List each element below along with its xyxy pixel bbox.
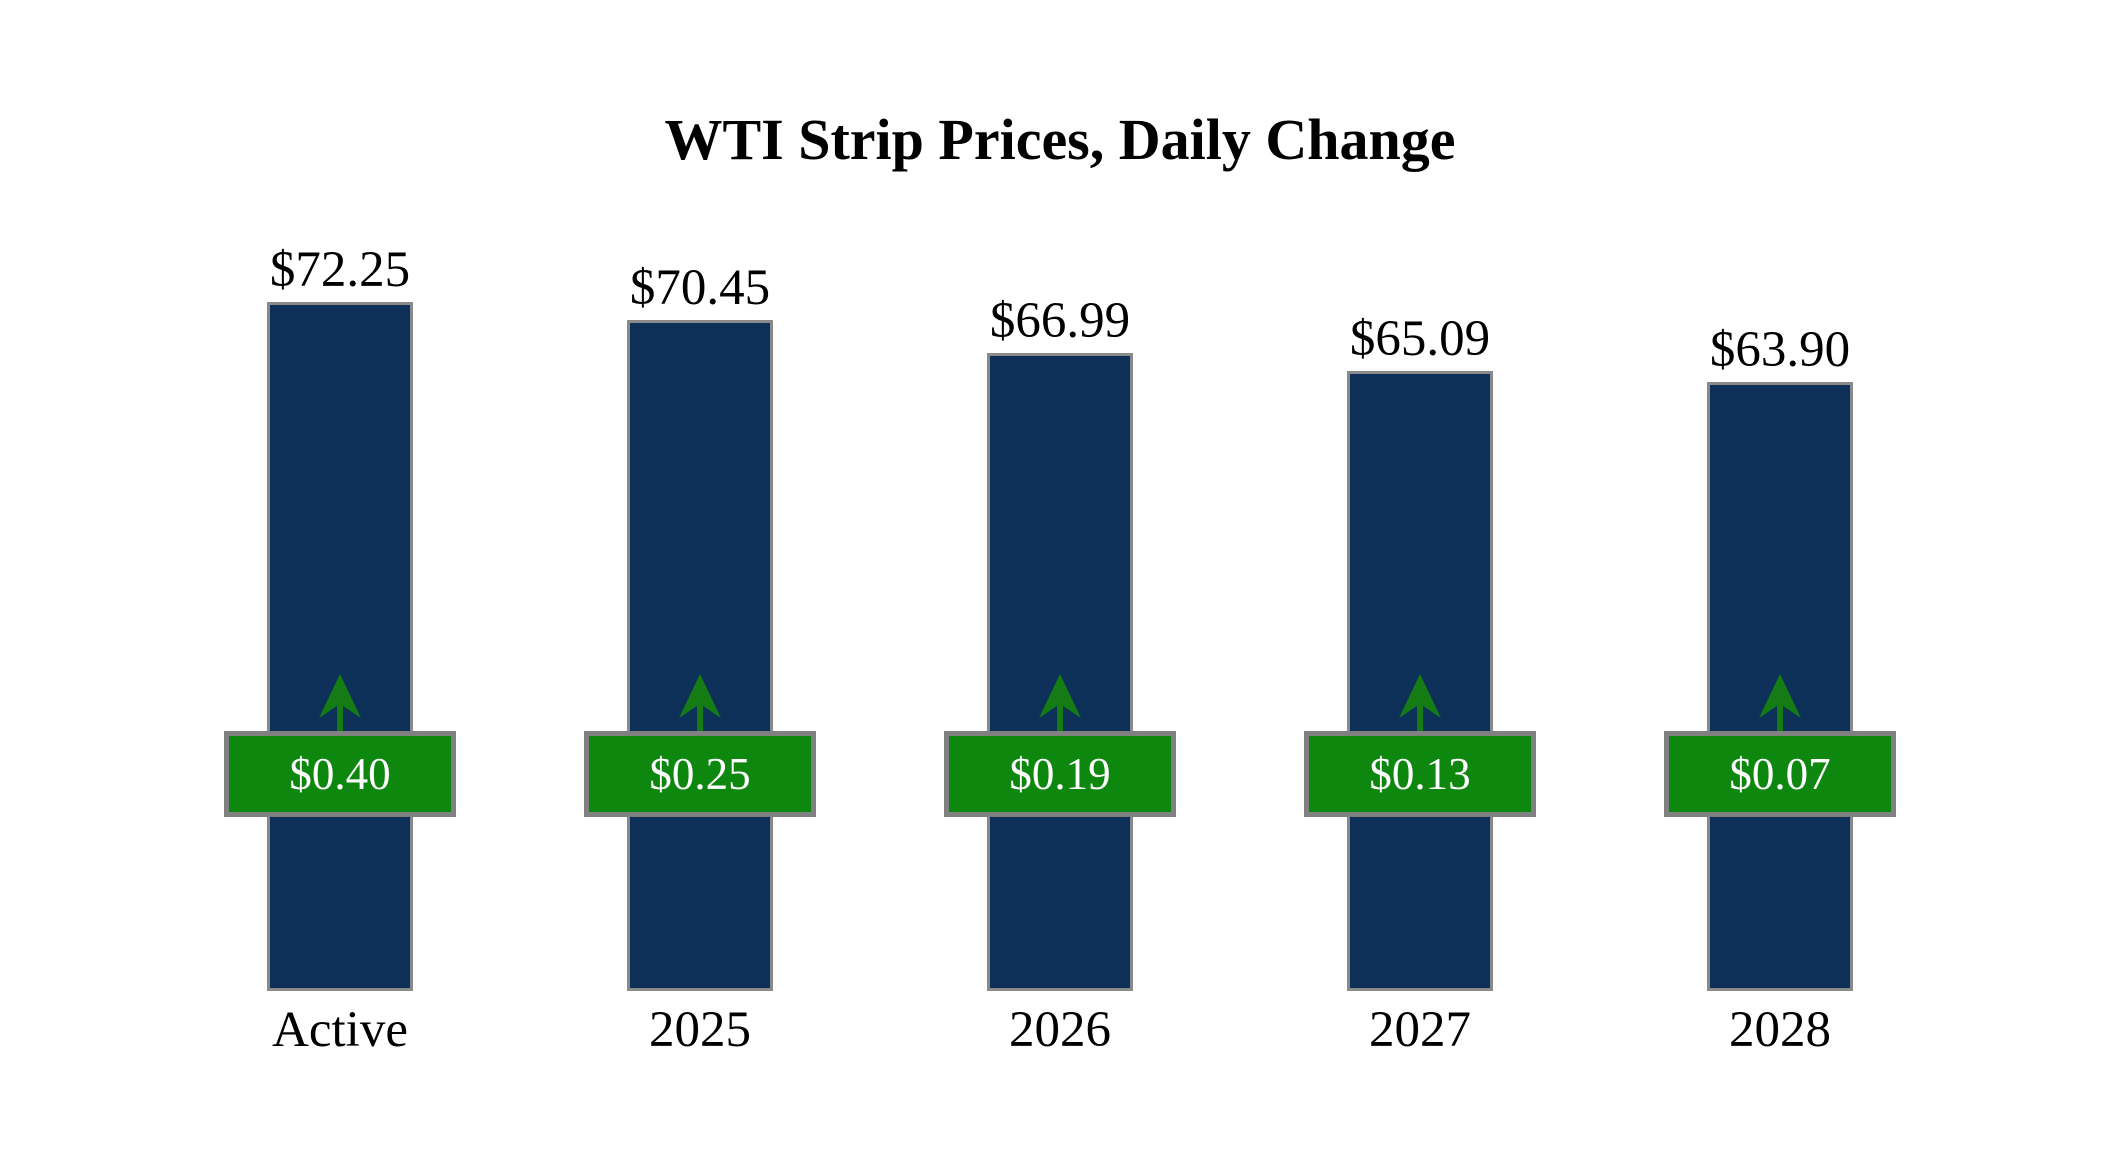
category-label: 2026 (1009, 1002, 1111, 1058)
up-arrow-icon (1039, 674, 1081, 732)
price-bar (987, 353, 1133, 991)
price-label: $72.25 (269, 242, 411, 298)
daily-change-value: $0.25 (649, 748, 751, 799)
daily-change-value: $0.40 (289, 748, 391, 799)
up-arrow-icon (1399, 674, 1441, 732)
category-label: 2025 (649, 1002, 751, 1058)
daily-change-value: $0.07 (1729, 748, 1831, 799)
bar-group: $66.99 $0.19 2026 (880, 0, 1240, 1152)
daily-change-value: $0.19 (1009, 748, 1111, 799)
bar-group: $65.09 $0.13 2027 (1240, 0, 1600, 1152)
bar-group: $72.25 $0.40 Active (160, 0, 520, 1152)
bar-group: $63.90 $0.07 2028 (1600, 0, 1960, 1152)
up-arrow-icon (679, 674, 721, 732)
price-label: $70.45 (629, 260, 771, 316)
chart-title: WTI Strip Prices, Daily Change (664, 107, 1456, 172)
daily-change-value: $0.13 (1369, 748, 1471, 799)
up-arrow-icon (1759, 674, 1801, 732)
price-label: $66.99 (989, 293, 1131, 349)
price-label: $63.90 (1709, 322, 1851, 378)
category-label: Active (272, 1002, 408, 1058)
category-label: 2028 (1729, 1002, 1831, 1058)
daily-change-badge: $0.07 (1664, 731, 1896, 817)
price-bar (267, 302, 413, 991)
price-label: $65.09 (1349, 311, 1491, 367)
daily-change-badge: $0.13 (1304, 731, 1536, 817)
daily-change-badge: $0.40 (224, 731, 456, 817)
daily-change-badge: $0.25 (584, 731, 816, 817)
price-bar (627, 320, 773, 991)
daily-change-badge: $0.19 (944, 731, 1176, 817)
bar-group: $70.45 $0.25 2025 (520, 0, 880, 1152)
category-label: 2027 (1369, 1002, 1471, 1058)
up-arrow-icon (319, 674, 361, 732)
